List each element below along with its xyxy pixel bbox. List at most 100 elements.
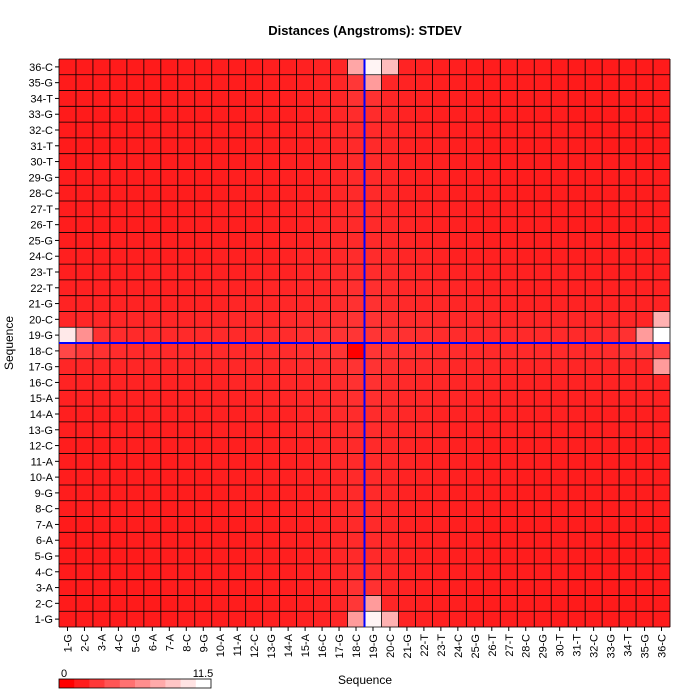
y-tick-label: 20-C	[29, 314, 53, 326]
heatmap-cell	[313, 374, 331, 391]
heatmap-cell	[398, 437, 416, 454]
heatmap-cell	[194, 406, 213, 423]
heatmap-cell	[245, 59, 263, 76]
heatmap-cell	[568, 216, 586, 233]
heatmap-cell	[602, 485, 620, 502]
heatmap-cell	[143, 485, 162, 502]
heatmap-cell	[551, 516, 569, 533]
heatmap-cell	[228, 406, 246, 423]
heatmap-cell	[347, 421, 365, 438]
heatmap-cell	[500, 595, 518, 612]
x-tick-label: 29-G	[538, 634, 550, 658]
heatmap-cell	[143, 279, 162, 296]
heatmap-cell	[347, 358, 365, 375]
heatmap-cell	[143, 611, 162, 628]
heatmap-cell	[517, 595, 535, 612]
heatmap-cell	[279, 516, 297, 533]
heatmap-cell	[653, 311, 671, 328]
heatmap-cell	[160, 390, 179, 407]
heatmap-cell	[585, 185, 603, 202]
heatmap-cell	[109, 421, 128, 438]
heatmap-cell	[449, 59, 467, 76]
heatmap-cell	[602, 469, 620, 486]
heatmap-cell	[653, 374, 671, 391]
heatmap-cell	[415, 216, 433, 233]
heatmap-cell	[534, 548, 552, 565]
heatmap-cell	[279, 201, 297, 218]
heatmap-cell	[313, 469, 331, 486]
heatmap-cell	[364, 532, 382, 549]
heatmap-cell	[398, 216, 416, 233]
heatmap-cell	[75, 595, 94, 612]
heatmap-cell	[92, 295, 111, 312]
heatmap-cell	[517, 516, 535, 533]
heatmap-cell	[75, 406, 94, 423]
heatmap-cell	[126, 279, 145, 296]
heatmap-cell	[313, 90, 331, 107]
heatmap-cell	[500, 516, 518, 533]
heatmap-cell	[568, 532, 586, 549]
heatmap-cell	[653, 216, 671, 233]
heatmap-cell	[92, 453, 111, 470]
heatmap-cell	[59, 421, 77, 438]
heatmap-cell	[619, 327, 637, 344]
heatmap-cell	[364, 548, 382, 565]
heatmap-cell	[432, 485, 450, 502]
heatmap-cell	[75, 232, 94, 249]
heatmap-cell	[432, 279, 450, 296]
heatmap-cell	[398, 579, 416, 596]
heatmap-cell	[415, 595, 433, 612]
heatmap-cell	[330, 59, 348, 76]
y-tick-label: 4-C	[35, 567, 53, 579]
heatmap-cell	[59, 201, 77, 218]
y-tick-label: 16-C	[29, 377, 53, 389]
heatmap-cell	[194, 106, 213, 123]
heatmap-cell	[296, 374, 314, 391]
heatmap-cell	[330, 437, 348, 454]
heatmap-cell	[109, 485, 128, 502]
heatmap-cell	[364, 595, 382, 612]
heatmap-cell	[466, 390, 484, 407]
heatmap-cell	[653, 137, 671, 154]
heatmap-cell	[330, 137, 348, 154]
heatmap-cell	[262, 122, 280, 139]
heatmap-cell	[330, 153, 348, 170]
heatmap-cell	[330, 295, 348, 312]
heatmap-cell	[75, 343, 94, 360]
heatmap-cell	[262, 279, 280, 296]
x-tick-label: 31-T	[572, 634, 584, 657]
heatmap-cell	[636, 185, 654, 202]
heatmap-cell	[466, 311, 484, 328]
heatmap-cell	[364, 169, 382, 186]
heatmap-cell	[449, 185, 467, 202]
heatmap-cell	[483, 185, 501, 202]
heatmap-cell	[160, 421, 179, 438]
heatmap-cell	[330, 232, 348, 249]
y-tick-label: 31-T	[30, 141, 53, 153]
heatmap-cell	[59, 343, 77, 360]
heatmap-cell	[194, 611, 213, 628]
heatmap-cell	[59, 548, 77, 565]
heatmap-cell	[636, 579, 654, 596]
heatmap-cell	[381, 421, 399, 438]
heatmap-cell	[500, 185, 518, 202]
heatmap-cell	[466, 279, 484, 296]
heatmap-cell	[245, 201, 263, 218]
heatmap-cell	[381, 59, 399, 76]
y-axis-title: Sequence	[2, 316, 16, 370]
heatmap-cell	[245, 327, 263, 344]
heatmap-cell	[160, 311, 179, 328]
heatmap-cell	[59, 437, 77, 454]
heatmap-cell	[109, 595, 128, 612]
heatmap-cell	[279, 232, 297, 249]
heatmap-cell	[398, 264, 416, 281]
heatmap-cell	[194, 264, 213, 281]
heatmap-cell	[177, 59, 196, 76]
heatmap-cell	[245, 595, 263, 612]
heatmap-cell	[466, 232, 484, 249]
heatmap-cell	[92, 216, 111, 233]
heatmap-cell	[585, 390, 603, 407]
heatmap-cell	[228, 437, 246, 454]
heatmap-cell	[619, 453, 637, 470]
heatmap-cell	[75, 122, 94, 139]
